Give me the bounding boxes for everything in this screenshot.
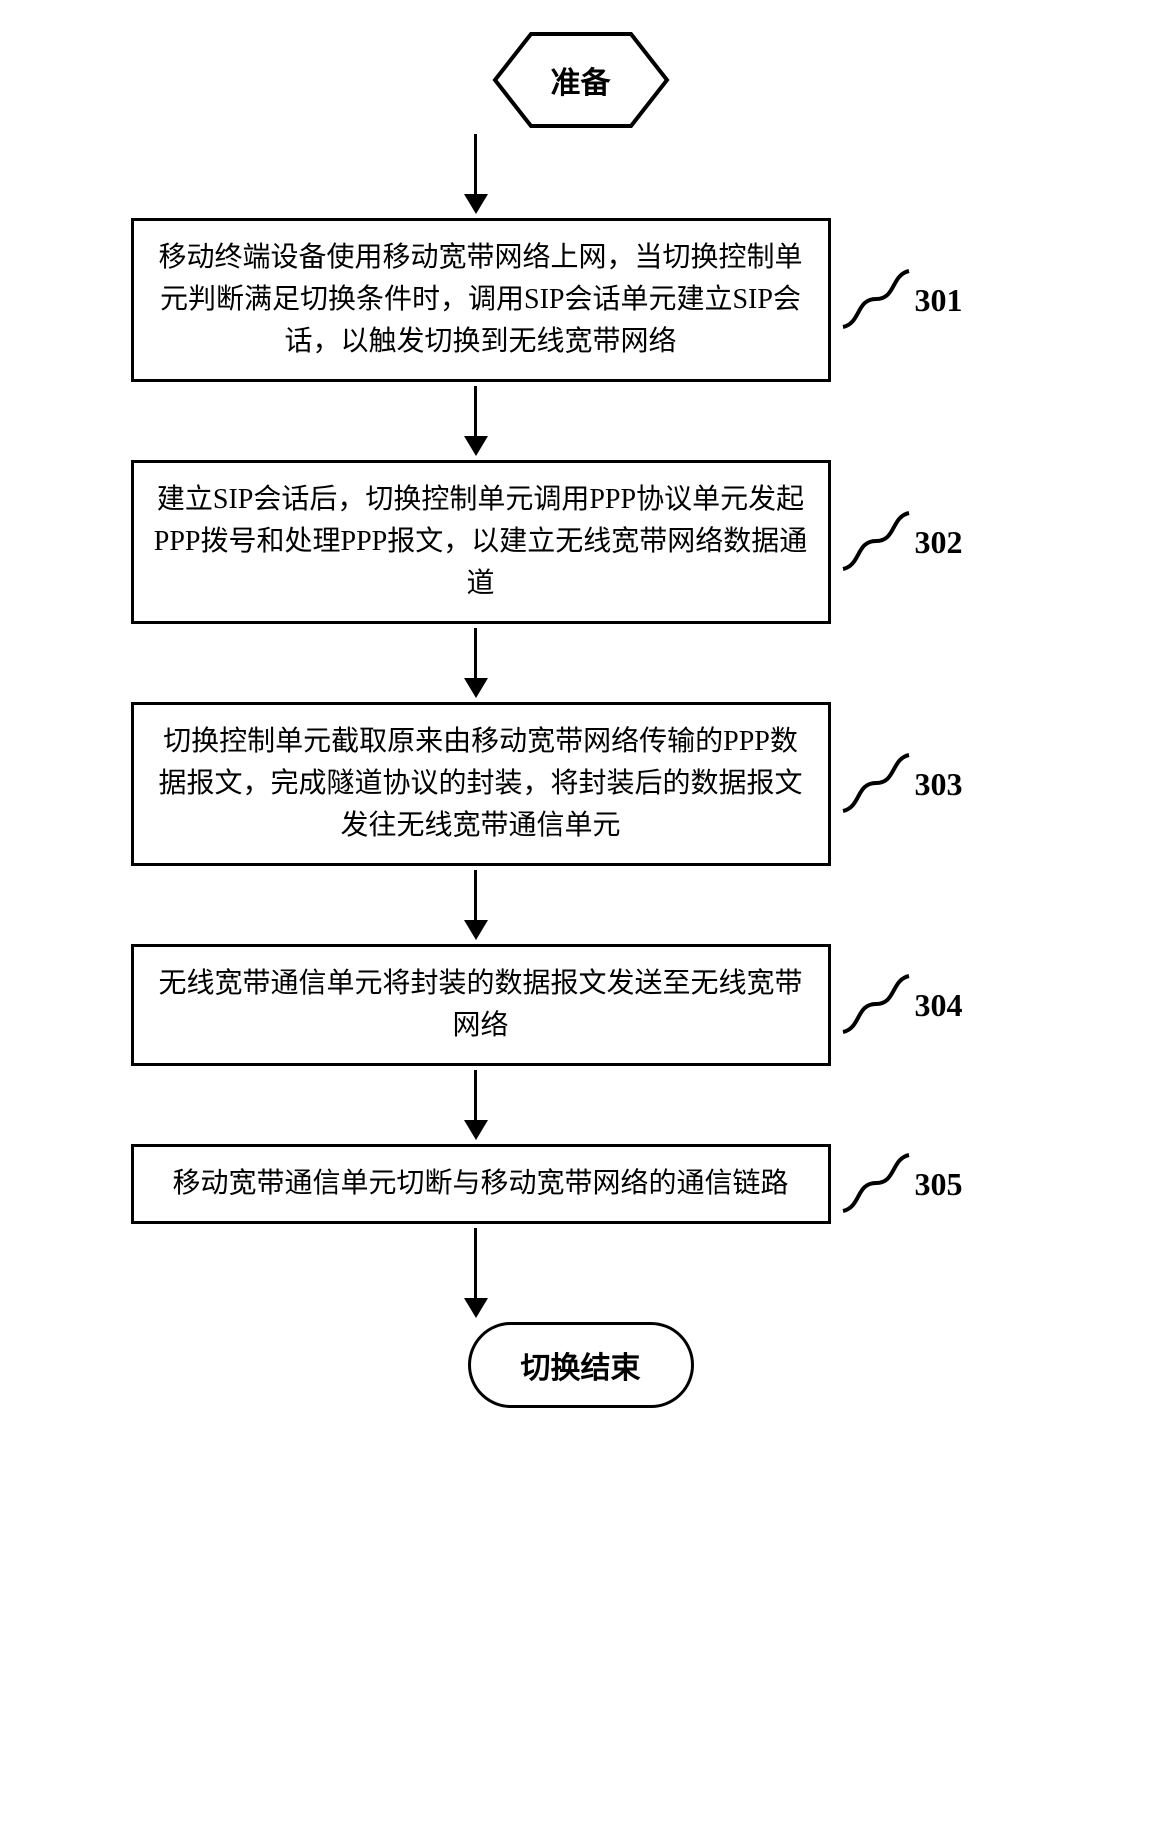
step-row: 切换控制单元截取原来由移动宽带网络传输的PPP数据报文，完成隧道协议的封装，将封… (131, 702, 1031, 866)
start-node: 准备 (491, 30, 671, 130)
step-row: 建立SIP会话后，切换控制单元调用PPP协议单元发起PPP拨号和处理PPP报文，… (131, 460, 1031, 624)
step-row: 移动宽带通信单元切断与移动宽带网络的通信链路 305 (131, 1144, 1031, 1224)
step-label: 305 (841, 1149, 963, 1219)
label-curve (841, 1149, 911, 1219)
step-number: 301 (915, 282, 963, 319)
step-number: 305 (915, 1166, 963, 1203)
step-number: 304 (915, 987, 963, 1024)
label-curve (841, 749, 911, 819)
label-curve (841, 265, 911, 335)
step-box: 无线宽带通信单元将封装的数据报文发送至无线宽带网络 (131, 944, 831, 1066)
step-row: 移动终端设备使用移动宽带网络上网，当切换控制单元判断满足切换条件时，调用SIP会… (131, 218, 1031, 382)
arrow (464, 1070, 488, 1140)
step-box: 移动宽带通信单元切断与移动宽带网络的通信链路 (131, 1144, 831, 1224)
arrow (464, 628, 488, 698)
end-label: 切换结束 (521, 1352, 641, 1385)
arrow (464, 386, 488, 456)
arrow (464, 134, 488, 214)
step-box: 建立SIP会话后，切换控制单元调用PPP协议单元发起PPP拨号和处理PPP报文，… (131, 460, 831, 624)
step-label: 303 (841, 749, 963, 819)
step-box: 切换控制单元截取原来由移动宽带网络传输的PPP数据报文，完成隧道协议的封装，将封… (131, 702, 831, 866)
arrow (464, 1228, 488, 1318)
flowchart: 准备 移动终端设备使用移动宽带网络上网，当切换控制单元判断满足切换条件时，调用S… (131, 30, 1031, 1408)
step-box: 移动终端设备使用移动宽带网络上网，当切换控制单元判断满足切换条件时，调用SIP会… (131, 218, 831, 382)
arrow (464, 870, 488, 940)
start-label: 准备 (551, 58, 611, 102)
end-node: 切换结束 (468, 1322, 694, 1408)
step-row: 无线宽带通信单元将封装的数据报文发送至无线宽带网络 304 (131, 944, 1031, 1066)
step-number: 302 (915, 524, 963, 561)
step-label: 304 (841, 970, 963, 1040)
step-label: 302 (841, 507, 963, 577)
step-number: 303 (915, 766, 963, 803)
label-curve (841, 507, 911, 577)
label-curve (841, 970, 911, 1040)
step-label: 301 (841, 265, 963, 335)
